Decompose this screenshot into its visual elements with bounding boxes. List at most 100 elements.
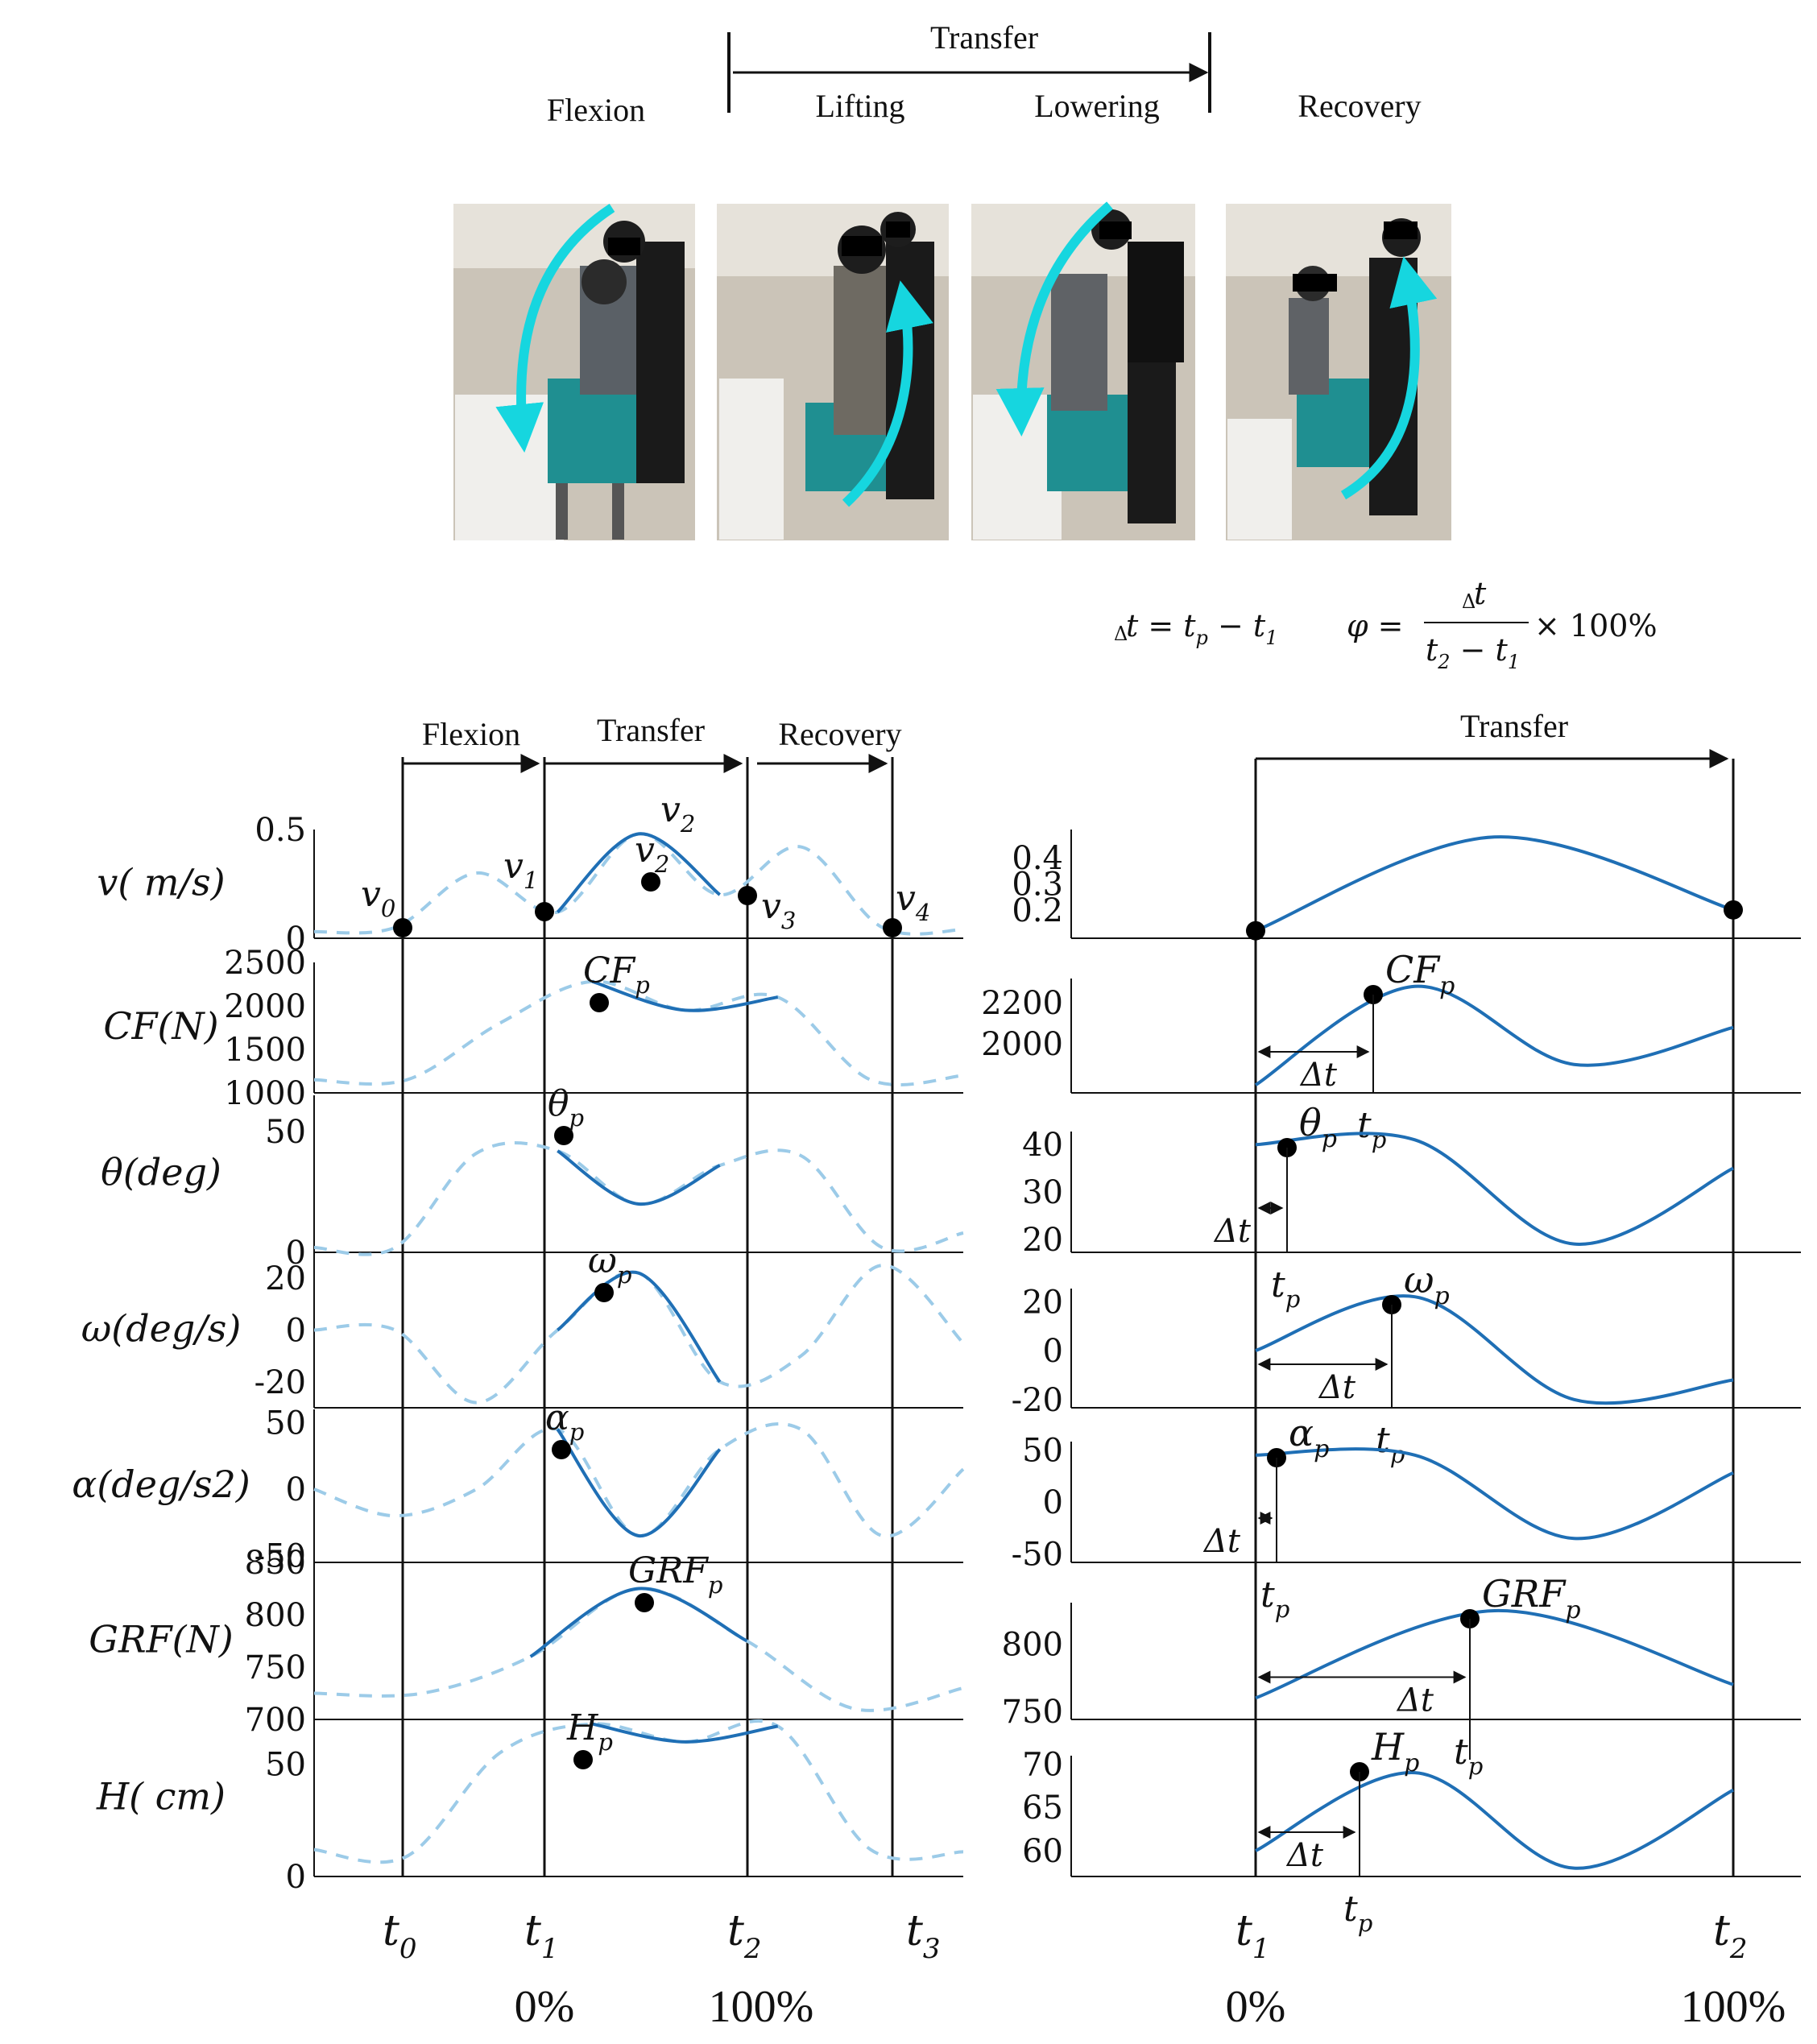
header-lifting-label: Lifting [815,88,904,124]
left-ytick-2-1: 50 [265,1114,306,1151]
left-ytick-1-0: 1000 [224,1075,306,1112]
motion-arrow-down-2 [995,201,1113,437]
left-ytick-3-2: 20 [265,1260,306,1297]
right-ytick-0-1: 0.3 [1012,867,1063,904]
left-peak-dot-2 [554,1126,573,1145]
left-peak-label-5: GRFp [628,1550,722,1599]
right-ytick-3-2: 20 [1022,1284,1063,1321]
right-series-3 [1255,1294,1734,1405]
header-recovery-label: Recovery [1298,88,1421,124]
left-ytick-4-1: 0 [286,1471,306,1508]
formula-num-delta: Δ [1462,590,1476,613]
right-ytick-3-1: 0 [1043,1333,1063,1370]
velocity-point-1 [535,902,554,921]
right-dt-label-4: Δt [1202,1523,1241,1560]
velocity-label-0: v0 [361,874,395,922]
right-ytick-1-1: 2200 [981,985,1063,1022]
right-ytick-3-0: -20 [1012,1382,1063,1419]
formula-num: t [1474,576,1487,611]
photo-lifting [717,204,949,540]
formula-den: t2 − t1 [1426,632,1520,673]
left-ytick-3-1: 0 [286,1313,306,1350]
left-ytick-1-3: 2500 [224,945,306,982]
right-tp-label-2: tp [1271,1264,1300,1313]
left-series-solid-2 [557,1149,721,1206]
right-peak-label-6: Hp [1371,1725,1419,1777]
right-dt-label-5: Δt [1396,1682,1434,1719]
right-ytick-6-2: 70 [1022,1746,1063,1783]
left-series-solid-3 [557,1270,722,1384]
left-peak-dot-3 [594,1283,614,1302]
right-ytick-2-1: 30 [1022,1174,1063,1211]
right-peak-label-1: CFp [1385,948,1455,1000]
right-ytick-4-2: 50 [1022,1432,1063,1469]
right-series-5 [1255,1608,1734,1700]
left-ylabel-3: ω(deg/s) [81,1307,242,1351]
right-v1-dot [1246,921,1265,941]
left-phase-flexion: Flexion [422,716,520,752]
charts: Flexion Transfer Recovery Transfer 0 0.5 v( m/… [72,708,1801,2032]
left-peak-dot-0 [641,872,660,892]
left-peak-dot-5 [635,1593,654,1612]
formula-phi: φ = [1347,608,1404,643]
left-ytick-1-2: 2000 [224,988,306,1025]
left-ylabel-1: CF(N) [103,1004,218,1048]
left-ytick-5-0: 700 [245,1702,306,1739]
left-series-dashed-1 [313,979,964,1086]
left-series-dashed-3 [313,1264,965,1405]
right-series-1 [1254,984,1734,1086]
left-ytick-0-1: 0.5 [255,812,306,849]
right-tp-label-3: tp [1376,1420,1405,1468]
left-ytick-4-2: 50 [265,1405,306,1442]
left-peak-dot-6 [573,1750,593,1769]
velocity-label-4: v4 [896,878,930,926]
left-series-dashed-6 [313,1719,964,1864]
left-ylabel-5: GRF(N) [89,1618,233,1661]
left-peak-label-6: Hp [566,1707,613,1756]
right-ytick-6-1: 65 [1022,1790,1063,1827]
velocity-label-3: v3 [761,886,796,934]
left-time-label-0: t0 [383,1907,417,1965]
right-series-4 [1255,1447,1734,1541]
right-tp-label-6: tp [1343,1889,1372,1937]
velocity-point-0 [393,918,412,937]
left-ytick-0-0: 0 [286,921,306,958]
left-ytick-6-1: 50 [265,1747,306,1784]
right-ytick-0-2: 0.4 [1012,840,1063,877]
right-tp-label-1: tp [1357,1105,1386,1153]
right-percent-0: 0% [1226,1982,1286,2032]
left-series-solid-5 [529,1587,748,1658]
left-ytick-5-1: 750 [245,1649,306,1686]
right-ytick-5-0: 750 [1002,1694,1063,1731]
right-ytick-2-2: 40 [1022,1127,1063,1164]
left-ytick-1-1: 1500 [224,1032,306,1069]
right-ytick-2-0: 20 [1022,1222,1063,1259]
motion-arrow-down [495,203,615,453]
left-ylabel-0: v( m/s) [97,861,225,904]
left-phase-recovery: Recovery [778,716,901,752]
right-series-0 [1255,835,1734,933]
formula: Δ t = tp − t1 φ = Δ t t2 − t1 × 100% [1114,576,1658,673]
right-dt-label-6: Δt [1285,1837,1324,1874]
left-time-label-2: t2 [727,1907,762,1965]
left-ytick-5-3: 850 [245,1545,306,1582]
photo-recovery [1226,204,1451,540]
left-percent-0: 0% [515,1982,575,2032]
velocity-label-1: v1 [503,846,538,894]
left-ylabel-6: H( cm) [96,1775,226,1818]
right-tp-label-4: tp [1260,1574,1289,1623]
right-peak-label-4: αp [1289,1411,1329,1463]
left-time-label-1: t1 [524,1907,559,1965]
left-peak-label-0: v2 [635,830,669,878]
right-dt-label-3: Δt [1318,1369,1356,1406]
left-percent-100: 100% [709,1982,814,2032]
left-series-dashed-2 [313,1141,964,1256]
formula-tail: × 100% [1534,608,1658,643]
left-series-solid-4 [556,1428,722,1537]
left-ytick-6-0: 0 [286,1859,306,1896]
right-time-label-1: t2 [1713,1907,1748,1965]
left-time-label-3: t3 [906,1907,941,1965]
photo-lowering [971,201,1195,540]
photo-flexion [453,203,695,540]
motion-arrow-up-2 [1340,256,1438,500]
